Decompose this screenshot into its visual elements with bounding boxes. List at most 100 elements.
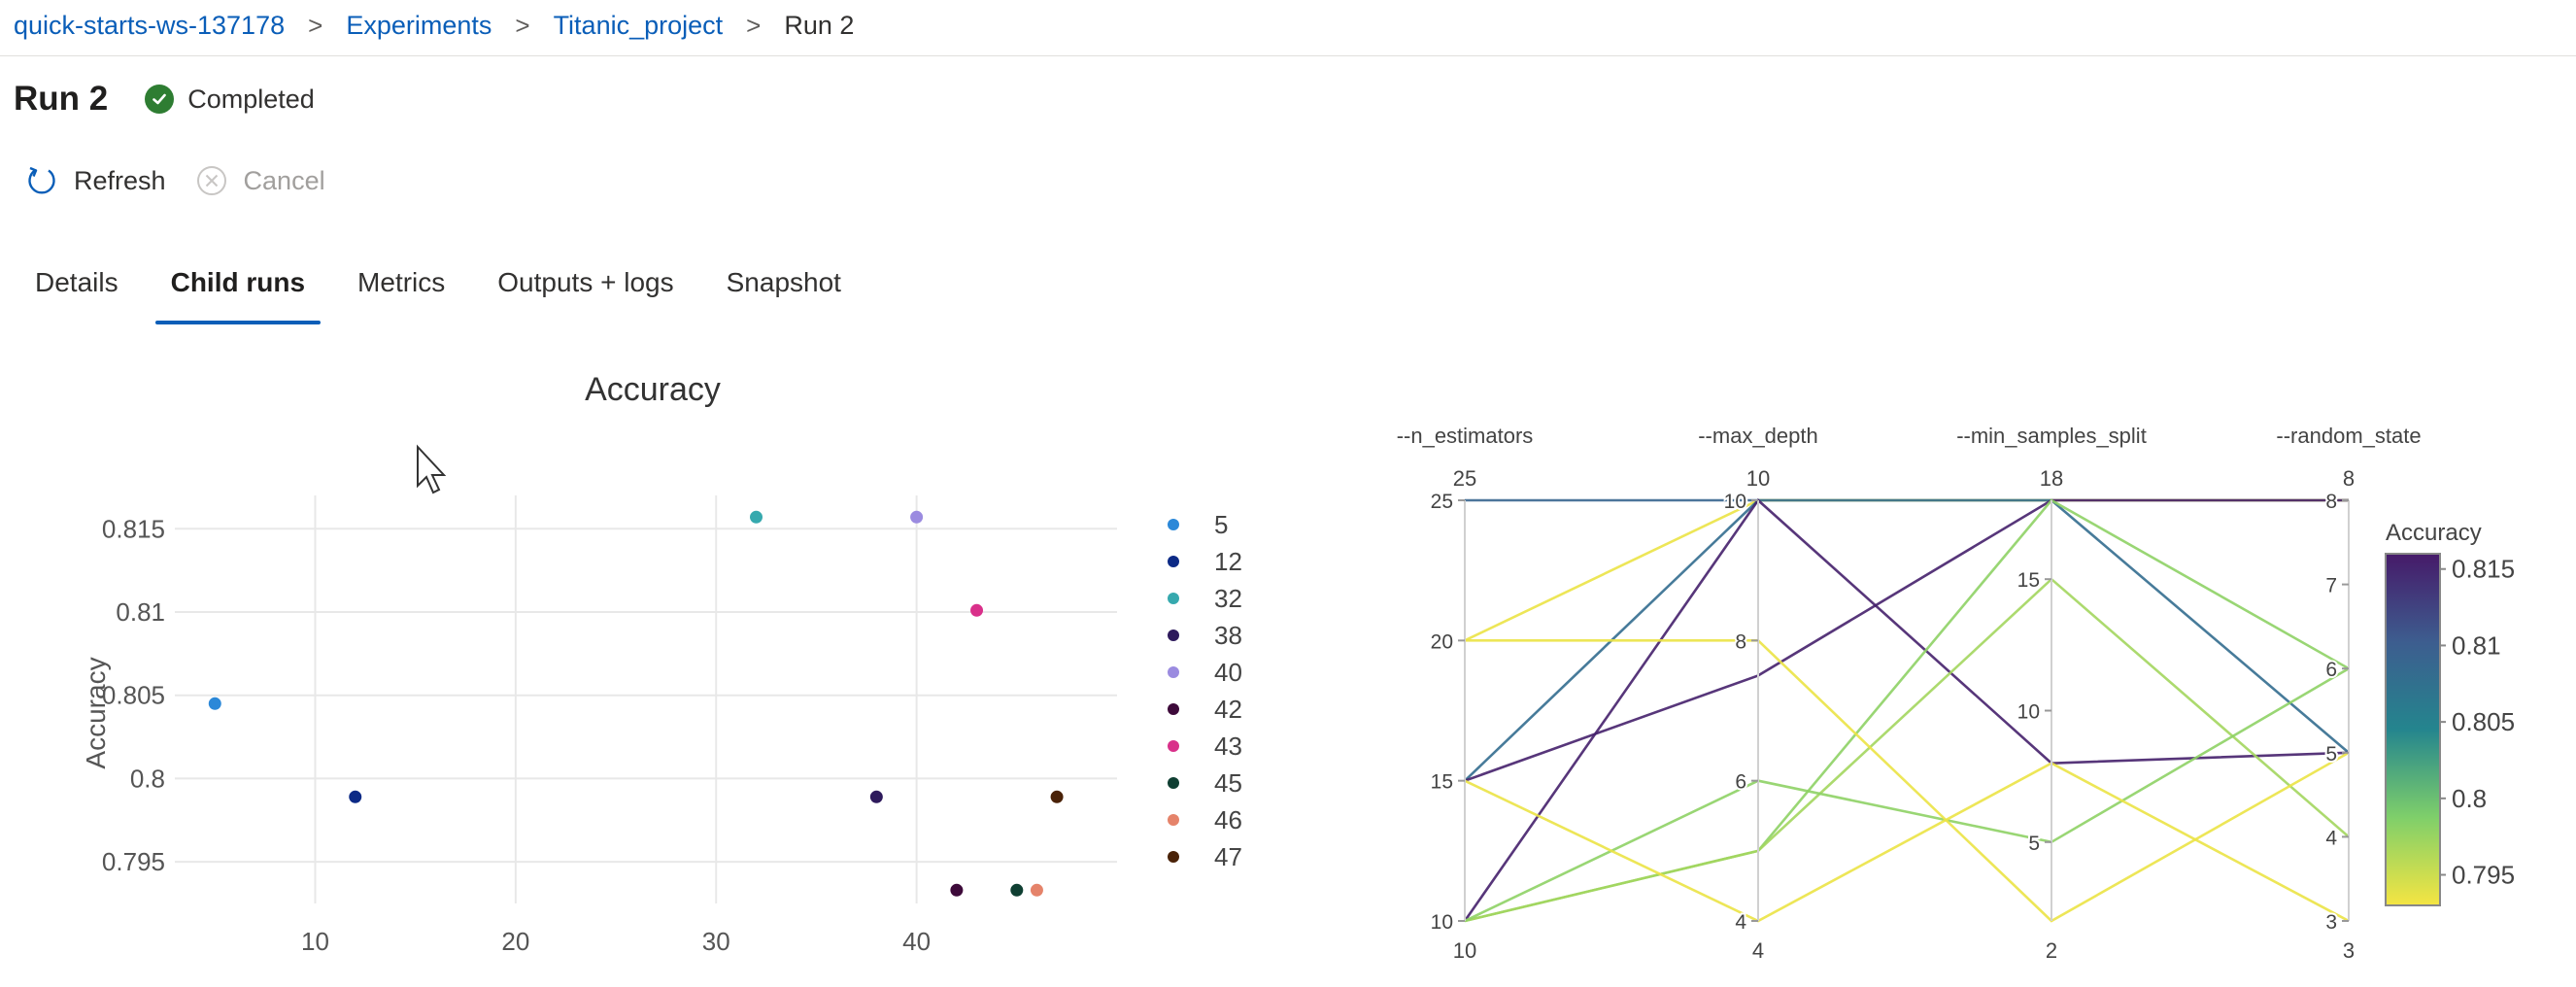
data-point	[1030, 883, 1043, 897]
axis-tick-label: 3	[2325, 911, 2337, 934]
legend-label: 12	[1214, 547, 1242, 576]
y-tick-label: 0.805	[102, 681, 165, 710]
tab-bar: Details Child runs Metrics Outputs + log…	[19, 262, 878, 324]
tab-snapshot[interactable]: Snapshot	[726, 267, 841, 297]
axis-tick-label: 4	[2325, 827, 2337, 849]
data-point	[950, 883, 964, 897]
axis-tick-label: 15	[1431, 771, 1453, 794]
data-point	[1050, 790, 1064, 803]
legend-label: 40	[1214, 658, 1242, 687]
axis-tick-label: 10	[1431, 911, 1453, 934]
run-line	[1464, 498, 2349, 642]
axis-min-label: 4	[1752, 938, 1764, 963]
legend-marker	[1168, 556, 1179, 567]
axis-tick-label: 6	[2325, 659, 2337, 681]
breadcrumb-workspace-link[interactable]: quick-starts-ws-137178	[14, 10, 286, 40]
colorbar	[2385, 553, 2441, 906]
axis-tick-label: 5	[2325, 743, 2337, 766]
axis-tick-label: 6	[1735, 771, 1746, 794]
run-line	[1464, 762, 2350, 923]
cancel-icon	[196, 166, 226, 195]
legend-label: 45	[1214, 768, 1242, 798]
check-circle-icon	[145, 85, 175, 114]
title-row: Run 2 Completed	[14, 78, 315, 120]
breadcrumb-current: Run 2	[784, 10, 855, 40]
refresh-button[interactable]: Refresh	[25, 164, 166, 197]
legend-label: 47	[1214, 842, 1242, 871]
axis-min-label: 2	[2046, 938, 2057, 963]
breadcrumb-chevron-icon: >	[515, 10, 530, 40]
axis-tick-label: 10	[2017, 701, 2040, 724]
breadcrumb-experiments-link[interactable]: Experiments	[346, 10, 492, 40]
chart-title: Accuracy	[585, 371, 721, 408]
toolbar: Refresh Cancel	[25, 161, 355, 200]
y-tick-label: 0.81	[116, 597, 165, 627]
axis-tick-label: 7	[2325, 575, 2337, 597]
axis-tick-label: 8	[2325, 491, 2337, 513]
x-tick-label: 20	[501, 927, 529, 956]
legend-marker	[1168, 740, 1179, 752]
colorbar-tick-label: 0.81	[2452, 630, 2501, 660]
data-point	[910, 510, 924, 524]
run-line	[1464, 667, 2350, 923]
refresh-label: Refresh	[74, 165, 166, 195]
x-tick-label: 40	[902, 927, 931, 956]
colorbar-tick-label: 0.8	[2452, 784, 2487, 813]
axis-title: --max_depth	[1698, 424, 1818, 448]
y-tick-label: 0.795	[102, 847, 165, 876]
refresh-icon	[28, 166, 55, 194]
tab-outputs-logs[interactable]: Outputs + logs	[497, 267, 674, 297]
breadcrumb-chevron-icon: >	[746, 10, 762, 40]
data-point	[208, 697, 221, 710]
data-point	[349, 790, 362, 803]
legend-marker	[1168, 593, 1179, 604]
data-point	[750, 510, 763, 524]
run-line	[1463, 498, 2350, 922]
y-axis-label: Accuracy	[81, 657, 111, 768]
legend-label: 43	[1214, 732, 1242, 761]
legend-label: 5	[1214, 510, 1228, 539]
legend-marker	[1168, 814, 1179, 826]
breadcrumb-project-link[interactable]: Titanic_project	[553, 10, 724, 40]
cancel-button[interactable]: Cancel	[195, 164, 325, 197]
colorbar-tick-label: 0.795	[2452, 861, 2515, 890]
tab-metrics[interactable]: Metrics	[357, 267, 446, 297]
y-tick-label: 0.815	[102, 514, 165, 543]
legend-label: 46	[1214, 805, 1242, 834]
status-badge: Completed	[145, 85, 315, 115]
legend-label: 42	[1214, 695, 1242, 724]
axis-tick-label: 4	[1735, 911, 1746, 934]
data-point	[970, 603, 984, 617]
tab-details[interactable]: Details	[35, 267, 119, 297]
colorbar-title: Accuracy	[2386, 520, 2482, 546]
header-divider	[0, 55, 2576, 56]
axis-tick-label: 5	[2028, 833, 2040, 855]
colorbar-tick-label: 0.805	[2452, 707, 2515, 736]
run-line	[1464, 577, 2350, 923]
mouse-pointer-icon	[417, 444, 447, 494]
run-line	[1464, 498, 2349, 782]
legend-marker	[1168, 666, 1179, 678]
legend-marker	[1168, 777, 1179, 789]
axis-max-label: 10	[1746, 466, 1770, 491]
data-point	[869, 790, 883, 803]
axis-min-label: 10	[1453, 938, 1476, 963]
legend-marker	[1168, 703, 1179, 715]
y-tick-label: 0.8	[130, 764, 165, 793]
legend-marker	[1168, 519, 1179, 530]
axis-title: --random_state	[2276, 424, 2421, 448]
x-tick-label: 10	[301, 927, 329, 956]
axis-tick-label: 25	[1431, 491, 1453, 513]
accuracy-scatter-chart: Accuracy 0.795 0.8 0.805 0.81 0.815 10 20 30 40…	[81, 371, 1242, 956]
breadcrumb: quick-starts-ws-137178 > Experiments > T…	[14, 8, 854, 43]
parallel-coordinates-chart: --n_estimators251010152025--max_depth104…	[1397, 424, 2515, 963]
axis-tick-label: 8	[1735, 630, 1746, 653]
tab-child-runs[interactable]: Child runs	[154, 262, 322, 324]
axis-tick-label: 15	[2017, 569, 2040, 592]
axis-max-label: 25	[1453, 466, 1476, 491]
axis-title: --min_samples_split	[1956, 424, 2147, 448]
data-point	[1010, 883, 1024, 897]
colorbar-tick-label: 0.815	[2452, 555, 2515, 584]
axis-min-label: 3	[2343, 938, 2355, 963]
axis-tick-label: 10	[1724, 491, 1746, 513]
